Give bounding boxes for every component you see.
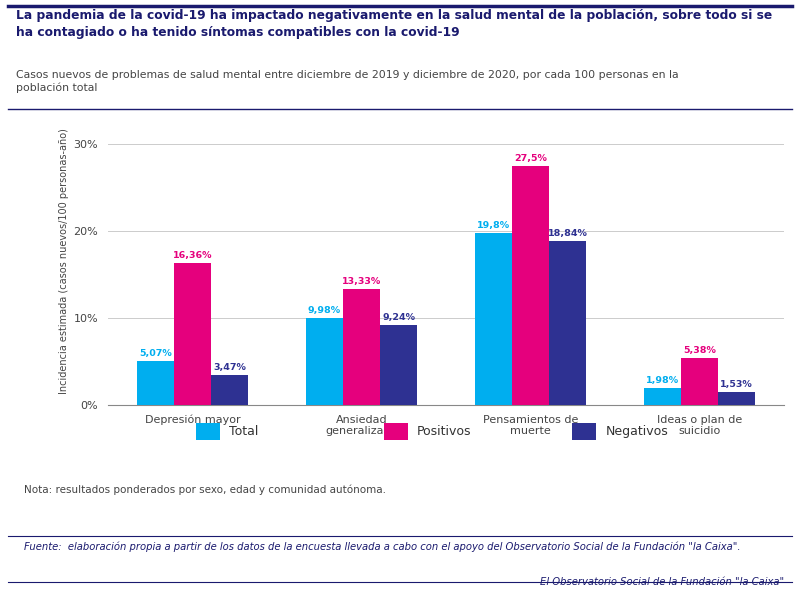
Text: 18,84%: 18,84% bbox=[548, 229, 588, 238]
Text: Fuente:  elaboración propia a partir de los datos de la encuesta llevada a cabo : Fuente: elaboración propia a partir de l… bbox=[24, 541, 740, 552]
Text: 13,33%: 13,33% bbox=[342, 277, 381, 286]
Text: 9,24%: 9,24% bbox=[382, 313, 415, 322]
Y-axis label: Incidencia estimada (casos nuevos/100 personas-año): Incidencia estimada (casos nuevos/100 pe… bbox=[59, 129, 70, 394]
Bar bbox=[196, 423, 220, 440]
Text: Negativos: Negativos bbox=[606, 425, 668, 438]
Bar bbox=[174, 263, 211, 405]
Text: 5,07%: 5,07% bbox=[139, 349, 172, 358]
Text: 27,5%: 27,5% bbox=[514, 154, 547, 163]
Bar bbox=[137, 361, 174, 405]
Bar bbox=[573, 423, 596, 440]
Text: Total: Total bbox=[229, 425, 258, 438]
Text: 9,98%: 9,98% bbox=[308, 306, 341, 315]
Text: 3,47%: 3,47% bbox=[214, 363, 246, 372]
Bar bbox=[384, 423, 408, 440]
Text: 16,36%: 16,36% bbox=[173, 251, 212, 259]
Text: 1,53%: 1,53% bbox=[720, 379, 753, 388]
Bar bbox=[343, 289, 380, 405]
Bar bbox=[644, 388, 681, 405]
Bar bbox=[474, 233, 512, 405]
Text: Nota: resultados ponderados por sexo, edad y comunidad autónoma.: Nota: resultados ponderados por sexo, ed… bbox=[24, 485, 386, 495]
Text: Positivos: Positivos bbox=[418, 425, 472, 438]
Bar bbox=[211, 375, 248, 405]
Bar bbox=[549, 241, 586, 405]
Text: 5,38%: 5,38% bbox=[683, 346, 716, 355]
Bar bbox=[380, 324, 418, 405]
Bar bbox=[718, 392, 755, 405]
Bar bbox=[512, 166, 549, 405]
Text: La pandemia de la covid-19 ha impactado negativamente en la salud mental de la p: La pandemia de la covid-19 ha impactado … bbox=[16, 9, 772, 38]
Bar bbox=[306, 318, 343, 405]
Bar bbox=[681, 358, 718, 405]
Text: Casos nuevos de problemas de salud mental entre diciembre de 2019 y diciembre de: Casos nuevos de problemas de salud menta… bbox=[16, 70, 678, 93]
Text: El Observatorio Social de la Fundación "la Caixa": El Observatorio Social de la Fundación "… bbox=[540, 577, 784, 587]
Text: 19,8%: 19,8% bbox=[477, 221, 510, 230]
Text: 1,98%: 1,98% bbox=[646, 376, 679, 385]
